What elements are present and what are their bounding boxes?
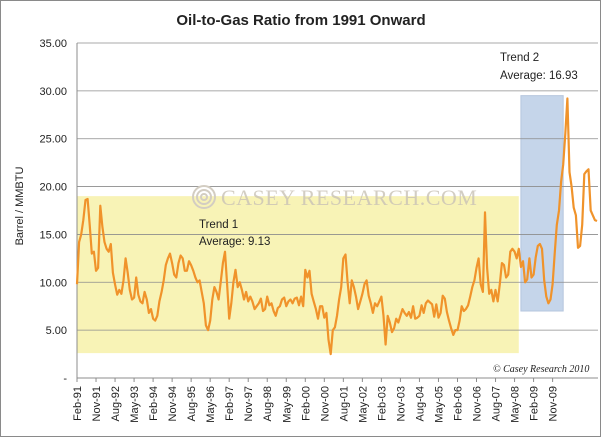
- series-line: [75, 97, 598, 356]
- x-tick-labels: Feb-91 Nov-91 Aug-92 May-93 Feb-94 Nov-94 Aug-…: [72, 386, 560, 423]
- x-tick-label: Aug-95: [186, 386, 198, 421]
- chart-title: Oil-to-Gas Ratio from 1991 Onward: [176, 12, 425, 29]
- x-tick-label: Nov-97: [243, 386, 255, 421]
- copyright-note: © Casey Research 2010: [493, 364, 589, 375]
- y-tick-label: 10.00: [39, 277, 67, 289]
- y-tick-label: 15.00: [39, 229, 67, 241]
- x-tick-label: May-02: [357, 386, 369, 423]
- x-tick-label: Aug-04: [414, 386, 426, 421]
- x-tick-label: Aug-92: [110, 386, 122, 421]
- y-axis-label: Barrel / MMBTU: [14, 167, 26, 246]
- x-tick-label: Nov-03: [395, 386, 407, 421]
- trend-regions: [77, 95, 564, 354]
- x-tick-label: Aug-98: [262, 386, 274, 421]
- x-tick-label: Feb-09: [529, 386, 541, 421]
- trend-1-region: [77, 196, 519, 354]
- trend-1-average: Average: 9.13: [199, 236, 270, 248]
- x-tick-label: Feb-97: [224, 386, 236, 421]
- x-tick-label: May-99: [281, 386, 293, 423]
- x-tick-label: Nov-00: [319, 386, 331, 421]
- y-tick-label: 20.00: [39, 182, 67, 194]
- x-tick-label: Aug-07: [491, 386, 503, 421]
- x-tick-label: Feb-94: [148, 386, 160, 421]
- trend-1-label: Trend 1: [199, 219, 238, 231]
- x-tick-label: May-93: [129, 386, 141, 423]
- x-tick-label: Nov-91: [91, 386, 103, 421]
- watermark: CASEY RESEARCH.COM: [192, 185, 477, 210]
- series-oil-gas-ratio: [75, 97, 598, 356]
- x-tick-label: Feb-91: [72, 386, 84, 421]
- x-tick-label: Feb-06: [452, 386, 464, 421]
- y-tick-label: 35.00: [39, 38, 67, 50]
- y-tick-label: 25.00: [39, 134, 67, 146]
- watermark-text: CASEY RESEARCH.COM: [221, 185, 477, 210]
- x-tick-label: May-96: [205, 386, 217, 423]
- y-tick-label: -: [63, 373, 67, 385]
- axes: [76, 43, 598, 382]
- x-tick-label: Feb-00: [300, 386, 312, 421]
- x-tick-label: Nov-94: [167, 386, 179, 421]
- x-tick-label: Nov-09: [548, 386, 560, 421]
- x-tick-label: Aug-01: [338, 386, 350, 421]
- trend-2-label: Trend 2: [500, 52, 539, 64]
- x-tick-label: May-08: [510, 386, 522, 423]
- y-tick-label: 30.00: [39, 86, 67, 98]
- x-tick-label: Feb-03: [376, 386, 388, 421]
- x-tick-label: Nov-06: [472, 386, 484, 421]
- y-tick-label: 5.00: [46, 325, 67, 337]
- y-tick-labels: - 5.00 10.00 15.00 20.00 25.00 30.00 35.00: [39, 38, 67, 385]
- trend-2-average: Average: 16.93: [500, 70, 578, 82]
- x-tick-label: May-05: [433, 386, 445, 423]
